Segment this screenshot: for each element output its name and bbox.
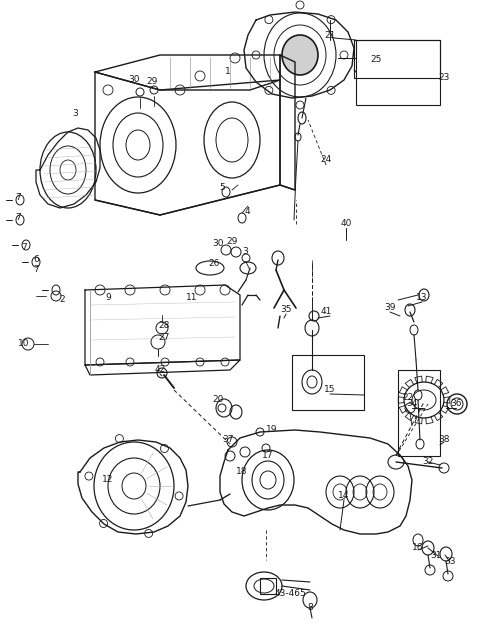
Text: 25: 25	[370, 56, 382, 64]
Text: 8: 8	[307, 604, 313, 612]
Text: 36: 36	[450, 399, 462, 408]
Text: 34: 34	[406, 399, 418, 408]
Bar	[398, 370, 440, 456]
Text: 20: 20	[212, 396, 224, 404]
Text: 4: 4	[244, 207, 250, 216]
Text: 33: 33	[444, 558, 456, 567]
Text: 1: 1	[225, 68, 231, 77]
Text: 31: 31	[430, 551, 442, 561]
Text: 37: 37	[222, 436, 234, 445]
Text: 11: 11	[186, 293, 198, 302]
Text: 41: 41	[320, 308, 332, 316]
Text: 29: 29	[146, 77, 158, 87]
Text: 7: 7	[21, 244, 27, 253]
Text: 22: 22	[402, 394, 414, 403]
Text: 6: 6	[33, 255, 39, 265]
Text: 38: 38	[438, 436, 450, 445]
Text: 10: 10	[18, 339, 30, 348]
Text: 32: 32	[422, 457, 434, 466]
Text: 35: 35	[280, 306, 292, 315]
Text: 18: 18	[236, 468, 248, 477]
Text: 29: 29	[226, 237, 238, 246]
Text: 42: 42	[155, 366, 166, 375]
Text: 40: 40	[340, 219, 352, 228]
Text: 17: 17	[262, 452, 274, 461]
Text: 39: 39	[384, 304, 396, 313]
Text: 3: 3	[72, 108, 78, 117]
Text: 15: 15	[324, 385, 336, 394]
Text: 16: 16	[412, 544, 424, 553]
Bar	[260, 578, 276, 594]
Text: 30: 30	[128, 75, 140, 84]
Text: 12: 12	[102, 475, 114, 484]
Text: 2: 2	[59, 295, 65, 304]
Text: 9: 9	[105, 293, 111, 302]
Text: 23: 23	[438, 73, 450, 82]
Bar	[356, 40, 440, 105]
Text: 7: 7	[33, 265, 39, 274]
Text: 3: 3	[242, 248, 248, 256]
Ellipse shape	[282, 35, 318, 75]
Text: 7: 7	[15, 193, 21, 202]
Text: 43-465: 43-465	[274, 590, 306, 598]
Text: 26: 26	[208, 260, 220, 269]
Text: 5: 5	[219, 184, 225, 193]
Text: 19: 19	[266, 426, 278, 434]
Text: 28: 28	[158, 322, 170, 330]
Text: 30: 30	[212, 239, 224, 248]
Text: 7: 7	[15, 214, 21, 223]
Text: 21: 21	[324, 31, 336, 40]
Bar	[292, 355, 364, 410]
Text: 27: 27	[158, 334, 170, 343]
Text: 14: 14	[338, 491, 350, 500]
Text: 24: 24	[320, 156, 332, 165]
Text: 13: 13	[416, 293, 428, 302]
